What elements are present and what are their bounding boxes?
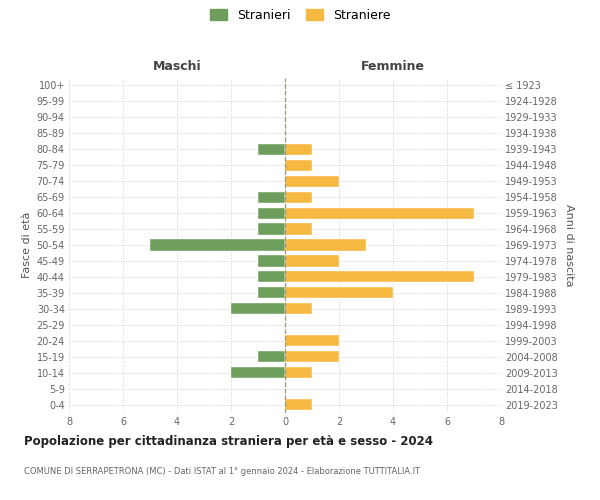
Bar — [285, 192, 312, 202]
Bar — [285, 208, 474, 218]
Bar — [285, 272, 474, 282]
Bar — [258, 256, 285, 266]
Bar — [285, 335, 339, 346]
Bar — [285, 144, 312, 155]
Bar — [150, 240, 285, 250]
Bar — [285, 176, 339, 187]
Bar — [285, 288, 393, 298]
Bar — [231, 367, 285, 378]
Bar — [285, 256, 339, 266]
Bar — [258, 208, 285, 218]
Bar — [258, 272, 285, 282]
Bar — [258, 351, 285, 362]
Y-axis label: Anni di nascita: Anni di nascita — [563, 204, 574, 286]
Bar — [258, 288, 285, 298]
Bar — [285, 303, 312, 314]
Bar — [285, 351, 339, 362]
Bar — [258, 144, 285, 155]
Bar — [285, 399, 312, 410]
Text: Popolazione per cittadinanza straniera per età e sesso - 2024: Popolazione per cittadinanza straniera p… — [24, 435, 433, 448]
Text: Maschi: Maschi — [152, 60, 202, 72]
Bar — [285, 160, 312, 171]
Legend: Stranieri, Straniere: Stranieri, Straniere — [207, 6, 393, 24]
Bar — [285, 224, 312, 234]
Bar — [285, 240, 366, 250]
Y-axis label: Fasce di età: Fasce di età — [22, 212, 32, 278]
Text: COMUNE DI SERRAPETRONA (MC) - Dati ISTAT al 1° gennaio 2024 - Elaborazione TUTTI: COMUNE DI SERRAPETRONA (MC) - Dati ISTAT… — [24, 468, 420, 476]
Bar — [231, 303, 285, 314]
Bar — [258, 224, 285, 234]
Text: Femmine: Femmine — [361, 60, 425, 72]
Bar — [285, 367, 312, 378]
Bar — [258, 192, 285, 202]
